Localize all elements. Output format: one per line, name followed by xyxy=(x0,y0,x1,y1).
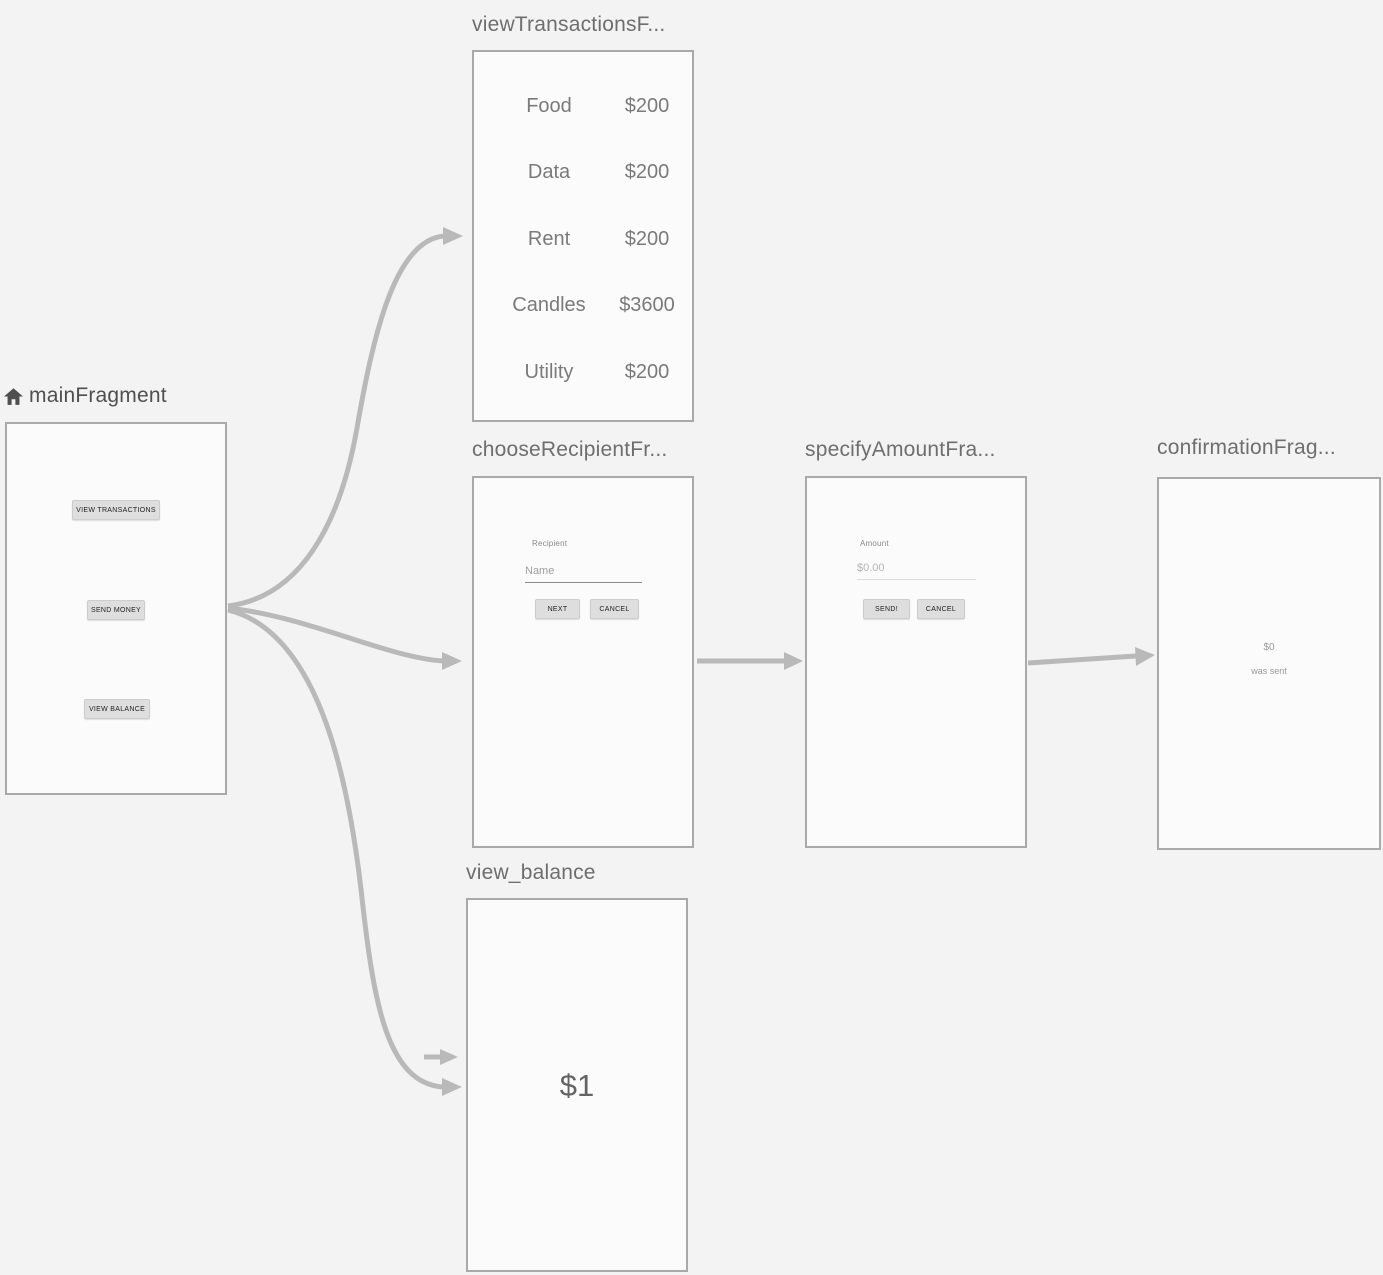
transaction-row: Rent $200 xyxy=(474,226,692,252)
next-button[interactable]: NEXT xyxy=(535,599,580,619)
transaction-label: Food xyxy=(526,94,572,117)
amount-field-label: Amount xyxy=(860,539,889,548)
fragment-confirmation[interactable]: $0 was sent xyxy=(1157,477,1381,850)
arrowhead xyxy=(784,652,803,670)
transaction-label: Utility xyxy=(524,360,574,383)
transaction-label: Data xyxy=(527,160,571,183)
view-balance-button[interactable]: VIEW BALANCE xyxy=(84,699,150,719)
transaction-amount: $200 xyxy=(624,227,670,250)
transaction-row: Candles $3600 xyxy=(474,292,692,318)
send-money-button[interactable]: SEND MONEY xyxy=(87,600,145,620)
transaction-amount: $3600 xyxy=(619,293,675,316)
transaction-amount: $200 xyxy=(624,160,670,183)
fragment-choose-recipient[interactable]: Recipient NEXT CANCEL xyxy=(472,476,694,848)
arrowhead xyxy=(443,227,463,245)
fragment-title-main[interactable]: mainFragment xyxy=(4,384,167,408)
fragment-view-transactions[interactable]: Food $200 Data $200 Rent $200 Candles $3… xyxy=(472,50,694,422)
action-arrow-main-to-view-transactions[interactable] xyxy=(227,233,445,609)
fragment-view-balance[interactable]: $1 xyxy=(466,898,688,1272)
action-arrow-specify-amount-to-confirmation[interactable] xyxy=(1027,653,1137,666)
balance-value: $1 xyxy=(559,1068,595,1103)
send-button[interactable]: SEND! xyxy=(863,599,910,619)
transaction-row: Data $200 xyxy=(474,159,692,185)
transaction-row: Utility $200 xyxy=(474,359,692,385)
cancel-button[interactable]: CANCEL xyxy=(917,599,965,619)
fragment-title-view-balance[interactable]: view_balance xyxy=(466,861,596,884)
arrowhead xyxy=(442,652,462,670)
view-transactions-button[interactable]: VIEW TRANSACTIONS xyxy=(72,500,160,520)
confirmation-amount: $0 xyxy=(1263,642,1275,653)
confirmation-message: was sent xyxy=(1251,666,1287,676)
amount-input[interactable] xyxy=(857,559,976,580)
fragment-title-choose-recipient[interactable]: chooseRecipientFr... xyxy=(472,438,668,461)
recipient-name-input[interactable] xyxy=(525,562,642,583)
transaction-row: Food $200 xyxy=(474,93,692,119)
arrowhead xyxy=(440,1049,458,1065)
action-arrow-main-to-choose-recipient[interactable] xyxy=(227,605,444,664)
action-arrow-main-to-view-balance[interactable] xyxy=(227,607,444,1090)
arrowhead xyxy=(442,1078,462,1096)
cancel-button[interactable]: CANCEL xyxy=(590,599,639,619)
home-icon xyxy=(4,387,23,405)
arrowhead xyxy=(1135,647,1155,666)
transaction-label: Candles xyxy=(512,293,586,316)
fragment-main[interactable]: VIEW TRANSACTIONS SEND MONEY VIEW BALANC… xyxy=(5,422,227,795)
fragment-title-specify-amount[interactable]: specifyAmountFra... xyxy=(805,438,996,461)
fragment-title-label: mainFragment xyxy=(29,384,167,407)
transaction-amount: $200 xyxy=(624,94,670,117)
transaction-label: Rent xyxy=(527,227,571,250)
fragment-title-view-transactions[interactable]: viewTransactionsF... xyxy=(472,13,666,36)
transaction-amount: $200 xyxy=(624,360,670,383)
recipient-field-label: Recipient xyxy=(532,539,568,548)
fragment-specify-amount[interactable]: Amount SEND! CANCEL xyxy=(805,476,1027,848)
fragment-title-confirmation[interactable]: confirmationFrag... xyxy=(1157,436,1336,459)
